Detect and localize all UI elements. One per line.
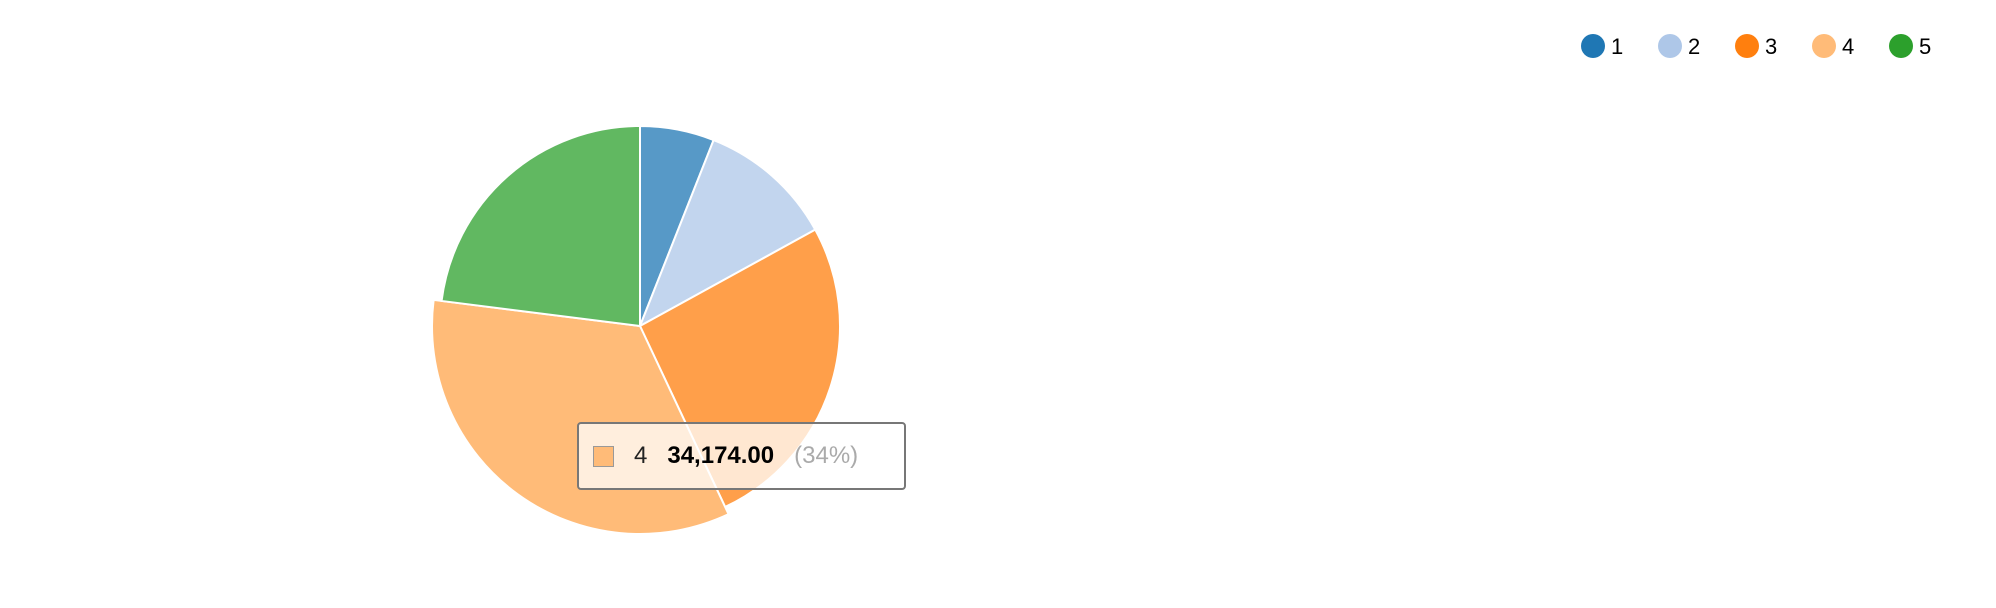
legend-swatch-3: [1735, 34, 1759, 58]
legend-swatch-4: [1812, 34, 1836, 58]
legend-swatch-2: [1658, 34, 1682, 58]
legend-swatch-5: [1889, 34, 1913, 58]
tooltip-value: 34,174.00: [667, 442, 775, 469]
legend-label-1: 1: [1611, 34, 1623, 59]
legend-item-4[interactable]: 4: [1812, 34, 1854, 59]
legend-label-4: 4: [1842, 34, 1854, 59]
legend-label-2: 2: [1688, 34, 1700, 59]
legend-label-3: 3: [1765, 34, 1777, 59]
pie-slice-2[interactable]: [638, 138, 817, 329]
legend-label-5: 5: [1919, 34, 1931, 59]
legend-item-1[interactable]: 1: [1581, 34, 1623, 59]
legend-item-3[interactable]: 3: [1735, 34, 1777, 59]
tooltip: 4 34,174.00 (34%): [577, 422, 906, 490]
legend: 1 2 3 4 5: [1581, 34, 1931, 59]
legend-item-5[interactable]: 5: [1889, 34, 1931, 59]
pie-slice-5[interactable]: [440, 124, 641, 328]
tooltip-key: 4: [634, 442, 648, 469]
legend-swatch-1: [1581, 34, 1605, 58]
tooltip-percent: (34%): [794, 442, 859, 469]
legend-item-2[interactable]: 2: [1658, 34, 1700, 59]
tooltip-swatch: [593, 445, 614, 467]
